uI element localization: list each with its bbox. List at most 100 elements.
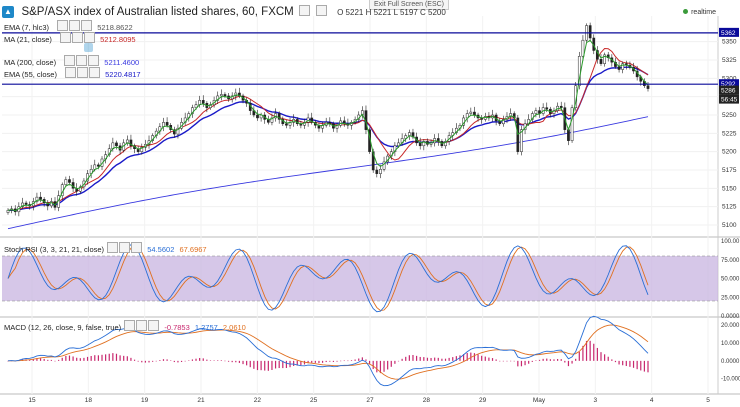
candle (408, 132, 411, 136)
price-label-bg (719, 27, 739, 37)
macd-hist-bar (253, 360, 255, 369)
exit-fullscreen-button[interactable]: Exit Full Screen (ESC) (369, 0, 450, 10)
macd-hist-bar (130, 357, 132, 361)
price-label: 5286 (721, 88, 736, 95)
candle (603, 54, 606, 64)
candle (545, 107, 549, 110)
legend-ma200[interactable]: MA (200, close) 5211.4600 (4, 55, 139, 67)
macd-hist-bar (383, 360, 385, 372)
legend-ema7-value: 5218.8622 (97, 23, 133, 32)
candle (534, 110, 538, 114)
macd-hist-bar (7, 360, 9, 362)
macd-hist-bar (502, 360, 504, 362)
y-tick-label: 5175 (722, 167, 737, 174)
candle (172, 129, 176, 135)
macd-tick-label: 0.0000 (721, 359, 740, 365)
macd-hist-bar (282, 360, 284, 369)
y-tick-label: 5150 (722, 185, 737, 192)
chart-title: S&P/ASX index of Australian listed share… (21, 6, 294, 18)
stoch-hide-button[interactable] (119, 242, 131, 253)
macd-hist-bar (238, 360, 241, 363)
legend-ema7-label: EMA (7, hlc3) (4, 23, 50, 32)
macd-hist-bar (372, 360, 374, 370)
y-tick-label: 5350 (722, 39, 737, 46)
candle (599, 59, 603, 64)
candle (35, 196, 39, 202)
macd-hist-bar (29, 359, 31, 361)
macd-hist-bar (473, 353, 476, 361)
macd-hist-bar (213, 360, 215, 361)
legend-ma21[interactable]: MA (21, close) 5212.8095 (4, 32, 136, 44)
stoch-k-line (7, 244, 649, 313)
macd-hist-bar (224, 360, 226, 362)
legend-ma21-value: 5212.8095 (100, 35, 136, 44)
legend-hidden-indicator[interactable]: ​ (4, 43, 93, 53)
legend-ma21-tools[interactable] (59, 32, 96, 44)
x-tick-label: 19 (141, 397, 149, 404)
realtime-indicator: realtime (683, 9, 716, 16)
macd-hist-bar (79, 358, 81, 361)
macd-hist-bar (549, 359, 551, 361)
legend-hidden-tools[interactable] (84, 43, 93, 53)
legend-ema7-tools[interactable] (56, 20, 93, 32)
macd-hist-bar (332, 360, 335, 362)
x-tick-label: 27 (366, 397, 374, 404)
macd-hist-bar (271, 360, 273, 370)
macd-hist-bar (499, 360, 501, 362)
macd-hist-bar (144, 360, 147, 363)
macd-hist-bar (546, 358, 548, 361)
macd-hist-bar (235, 360, 237, 363)
macd-hist-bar (307, 360, 309, 364)
ema7-line (7, 39, 649, 212)
compare-button[interactable] (315, 5, 327, 16)
macd-hist-bar (596, 347, 598, 361)
legend-ma200-tools[interactable] (63, 55, 100, 67)
macd-remove-button[interactable] (148, 320, 160, 331)
legend-ema55[interactable]: EMA (55, close) 5220.4817 (4, 67, 141, 79)
candle (469, 111, 473, 114)
macd-hist-bar (397, 360, 400, 362)
candle (606, 54, 610, 59)
macd-hist-bar (379, 360, 382, 374)
stoch-settings-button[interactable] (107, 242, 119, 253)
candle (39, 196, 42, 200)
candle (379, 169, 382, 174)
macd-hist-bar (495, 359, 497, 361)
gear-icon[interactable] (84, 43, 93, 52)
macd-hist-bar (94, 355, 96, 361)
macd-hist-bar (607, 356, 609, 361)
macd-hist-bar (368, 360, 371, 364)
macd-hist-bar (112, 353, 114, 361)
candle (165, 122, 169, 126)
macd-hist-bar (622, 360, 624, 366)
candle (223, 94, 227, 97)
macd-hist-bar (336, 360, 338, 362)
settings-button[interactable] (299, 5, 311, 16)
macd-signal-value: 2.0610 (222, 323, 246, 332)
candle (621, 63, 625, 70)
macd-hist-bar (632, 360, 635, 368)
macd-hist-bar (54, 360, 56, 362)
macd-legend[interactable]: MACD (12, 26, close, 9, false, true) -0.… (4, 320, 246, 332)
macd-hist-bar (488, 357, 490, 361)
macd-hide-button[interactable] (136, 320, 148, 331)
stoch-remove-button[interactable] (131, 242, 143, 253)
candle (194, 104, 198, 108)
macd-settings-button[interactable] (124, 320, 136, 331)
macd-hist-bar (560, 359, 562, 361)
macd-hist-bar (148, 360, 150, 363)
macd-hist-bar (452, 357, 454, 361)
candle (397, 142, 400, 147)
x-tick-label: 29 (479, 397, 487, 404)
macd-hist-bar (43, 358, 45, 361)
x-tick-label: 5 (706, 397, 710, 404)
macd-hist-bar (318, 360, 320, 364)
macd-hist-bar (582, 345, 584, 361)
macd-hist-bar (542, 358, 544, 361)
stoch-legend[interactable]: Stoch RSI (3, 3, 21, 21, close) 54.5602 … (4, 242, 207, 254)
legend-ema55-tools[interactable] (64, 67, 101, 79)
macd-signal-line (7, 324, 649, 380)
legend-ema7[interactable]: EMA (7, hlc3) 5218.8622 (4, 20, 133, 32)
macd-hist-bar (108, 353, 110, 361)
